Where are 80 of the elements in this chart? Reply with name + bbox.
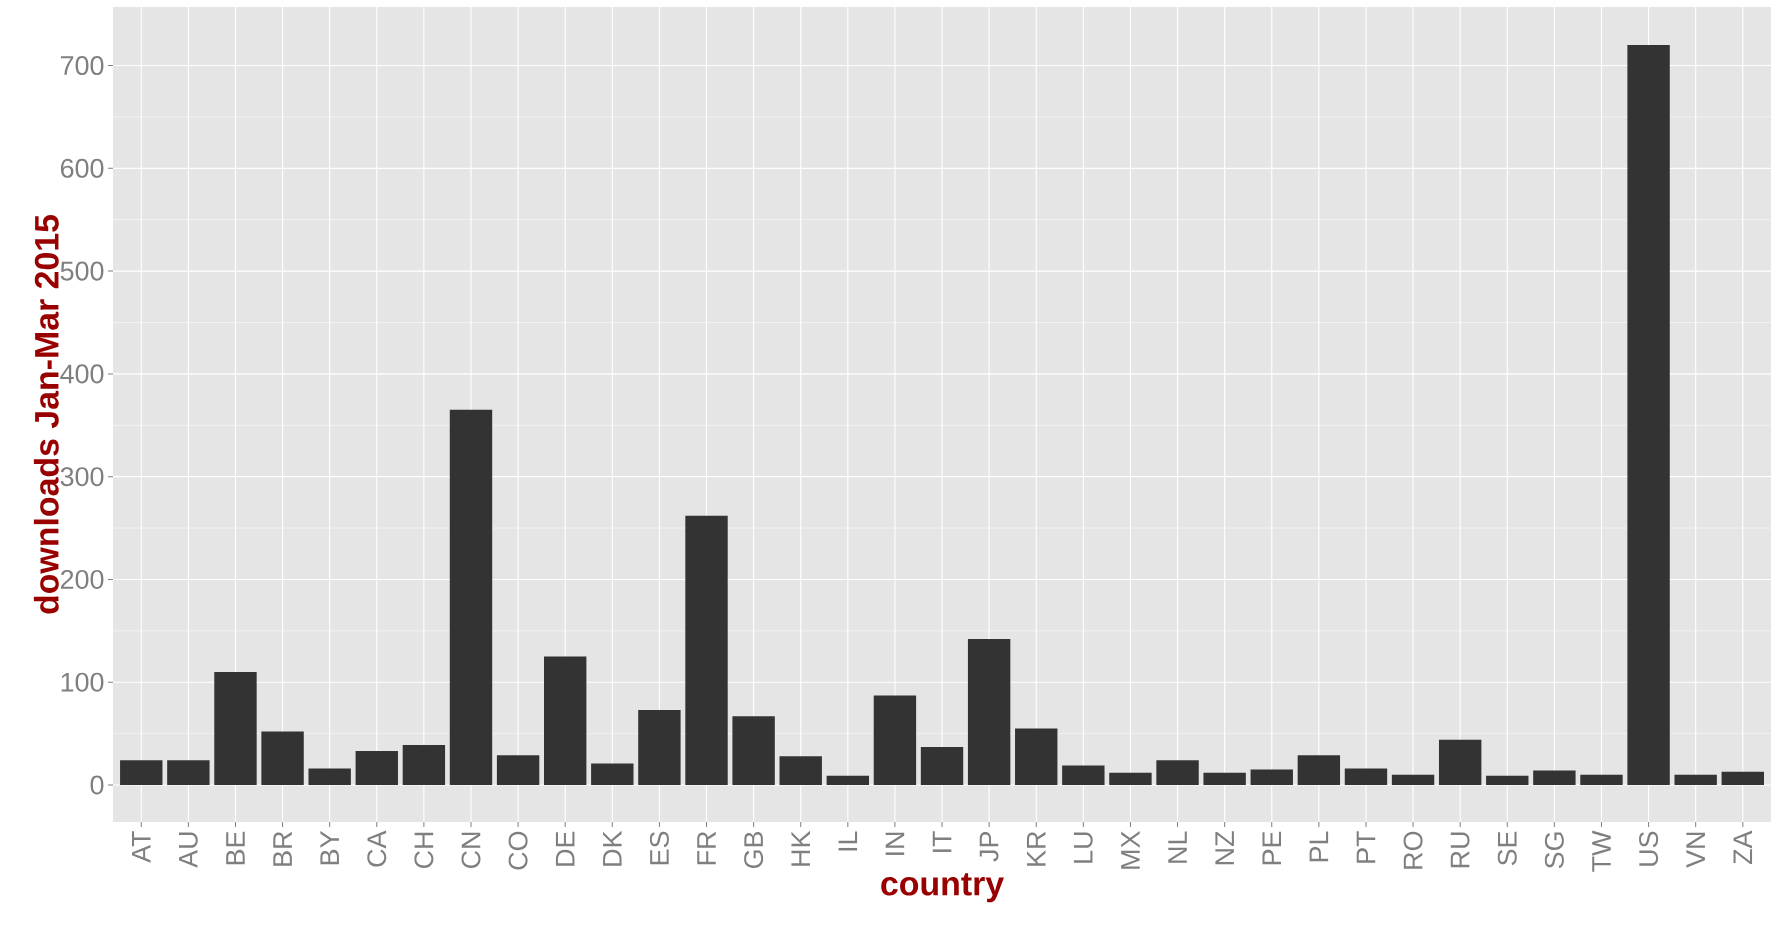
x-tick-label: CA bbox=[367, 830, 387, 867]
x-tick-label: VN bbox=[1686, 832, 1705, 868]
x-axis-title: country bbox=[881, 873, 1004, 903]
x-tick-label: IN bbox=[885, 832, 905, 855]
x-tick-label: DK bbox=[603, 830, 622, 866]
y-tick-label: 100 bbox=[61, 672, 104, 692]
bar bbox=[1533, 770, 1576, 785]
bar bbox=[1015, 728, 1058, 785]
x-tick-label: HK bbox=[791, 830, 810, 866]
x-tick-label: NL bbox=[1168, 831, 1187, 863]
bar bbox=[167, 760, 210, 785]
x-tick-label: LU bbox=[1073, 832, 1093, 863]
y-tick-label: 700 bbox=[60, 56, 104, 76]
bar bbox=[355, 751, 398, 785]
bar bbox=[779, 756, 822, 785]
bar bbox=[261, 731, 304, 785]
x-tick-label: BR bbox=[273, 831, 292, 866]
x-tick-label: CN bbox=[461, 832, 481, 869]
x-tick-label: TW bbox=[1592, 830, 1611, 872]
bar bbox=[1297, 755, 1341, 785]
bar bbox=[967, 639, 1011, 785]
y-tick-label: 400 bbox=[60, 364, 104, 384]
x-tick-label: BY bbox=[320, 831, 339, 865]
bar bbox=[1203, 772, 1246, 785]
bar bbox=[685, 515, 728, 785]
x-tick-label: IL bbox=[838, 831, 858, 851]
x-tick-label: RO bbox=[1403, 831, 1423, 869]
bar bbox=[1344, 768, 1388, 785]
x-tick-label: NZ bbox=[1215, 831, 1234, 865]
bar bbox=[591, 763, 634, 785]
bar bbox=[1438, 739, 1482, 785]
x-tick-label: RU bbox=[1450, 832, 1470, 868]
x-tick-label: BE bbox=[226, 831, 245, 865]
y-tick-label: 500 bbox=[60, 261, 104, 281]
x-tick-label: PE bbox=[1262, 831, 1282, 865]
x-tick-label: MX bbox=[1121, 831, 1140, 869]
x-tick-label: CH bbox=[414, 832, 434, 869]
x-tick-label: ES bbox=[649, 831, 669, 865]
x-tick-label: IT bbox=[932, 831, 952, 852]
bar bbox=[449, 409, 493, 785]
x-tick-label: KR bbox=[1026, 831, 1046, 866]
bar bbox=[1391, 774, 1435, 785]
bar bbox=[873, 695, 917, 785]
y-tick-label: 600 bbox=[60, 158, 104, 178]
bar bbox=[1109, 772, 1152, 785]
bar bbox=[402, 744, 446, 785]
x-tick-label: AU bbox=[178, 832, 198, 868]
bar bbox=[732, 716, 775, 785]
x-tick-label: FR bbox=[697, 831, 716, 865]
bar bbox=[1486, 775, 1529, 785]
bar bbox=[214, 671, 257, 785]
bar bbox=[638, 709, 681, 785]
bar bbox=[1156, 760, 1199, 785]
y-tick-label: 200 bbox=[60, 569, 104, 589]
bar bbox=[920, 746, 964, 785]
bar bbox=[120, 760, 163, 785]
bar bbox=[496, 755, 540, 785]
bar bbox=[826, 775, 870, 785]
bar bbox=[308, 768, 351, 785]
y-tick-label: 300 bbox=[60, 467, 104, 487]
x-tick-label: PL bbox=[1309, 831, 1329, 862]
x-tick-label: AT bbox=[132, 831, 151, 863]
x-tick-label: JP bbox=[979, 831, 999, 862]
x-tick-label: CO bbox=[508, 831, 528, 870]
x-tick-label: SG bbox=[1544, 832, 1564, 869]
bar bbox=[1674, 774, 1717, 785]
x-tick-label: ZA bbox=[1733, 830, 1753, 865]
y-tick-label: 0 bbox=[90, 775, 104, 795]
bar bbox=[1062, 765, 1105, 785]
x-tick-label: GB bbox=[744, 831, 764, 869]
x-tick-label: SE bbox=[1497, 831, 1517, 866]
x-tick-label: PT bbox=[1356, 831, 1376, 863]
x-tick-label: DE bbox=[555, 831, 575, 866]
y-axis-title: downloads Jan-Mar 2015 bbox=[33, 214, 59, 614]
bar bbox=[1250, 769, 1293, 785]
bar bbox=[1721, 771, 1764, 785]
bar bbox=[1627, 45, 1670, 785]
bar bbox=[1580, 774, 1623, 785]
x-tick-label: US bbox=[1639, 831, 1659, 866]
bar bbox=[544, 656, 587, 785]
